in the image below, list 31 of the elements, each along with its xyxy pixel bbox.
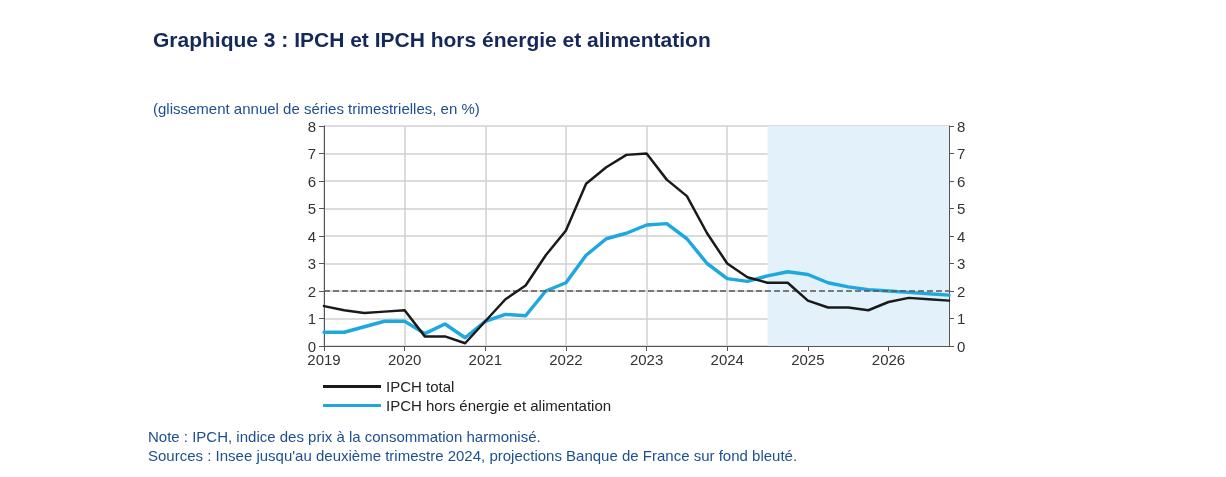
x-tick-label: 2025 [791, 351, 825, 368]
chart-subtitle: (glissement annuel de séries trimestrielles, en %) [153, 100, 480, 117]
y-tick-label: 4 [307, 227, 316, 245]
y-tick-label: 5 [307, 200, 316, 217]
y2-tick-label: 1 [957, 310, 966, 327]
y-tick-label: 8 [307, 117, 316, 135]
text: Note : IPCH, indice des prix à la consommation harmonisé. [148, 428, 541, 445]
chart-title: Graphique 3 : IPCH et IPCH hors énergie et alimentation [153, 27, 711, 51]
y2-tick-label: 3 [957, 255, 966, 272]
legend-label: IPCH total [386, 378, 455, 395]
y2-tick-label: 6 [957, 172, 966, 190]
x-tick-label: 2026 [871, 351, 906, 368]
y-tick-label: 3 [307, 255, 316, 272]
y2-tick-label: 0 [957, 337, 966, 355]
y2-tick-label: 7 [957, 145, 966, 162]
x-tick-label: 2020 [387, 351, 422, 368]
y2-tick-label: 8 [957, 117, 966, 135]
y2-tick-label: 4 [957, 227, 966, 245]
y-tick-label: 1 [307, 310, 316, 327]
y2-tick-label: 5 [957, 200, 966, 217]
x-tick-label: 2023 [629, 351, 664, 368]
y-tick-label: 7 [307, 145, 316, 162]
x-tick-label: 2021 [468, 351, 502, 368]
y-tick-label: 6 [307, 172, 316, 190]
x-tick-label: 2022 [549, 351, 583, 368]
y-tick-label: 2 [307, 282, 316, 300]
line-series [322, 221, 951, 340]
x-tick-label: 2024 [710, 351, 744, 368]
legend-label: IPCH hors énergie et alimentation [386, 397, 612, 414]
y2-tick-label: 2 [957, 282, 966, 300]
source-note: Sources : Insee jusqu'au deuxième trimestre 2024, projections Banque de France sur fond bleuté. [148, 447, 798, 464]
